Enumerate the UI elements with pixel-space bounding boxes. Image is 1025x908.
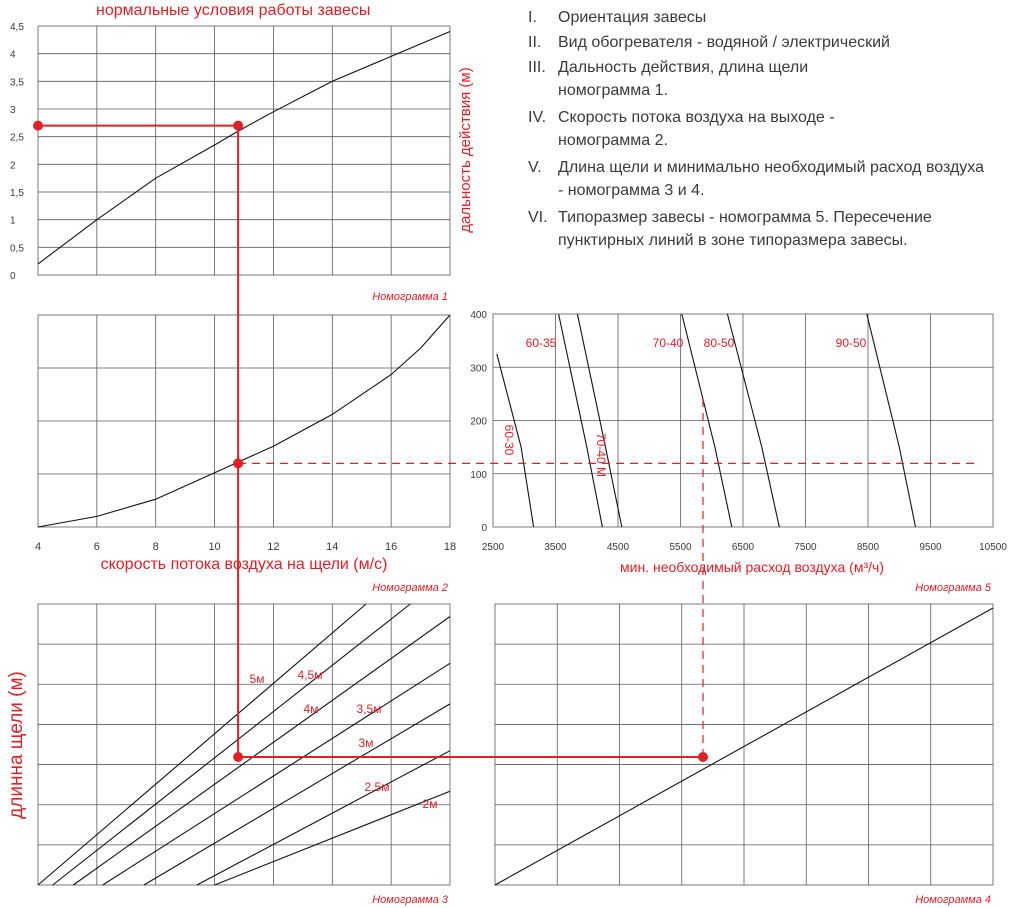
nomogram-3-curve-2м — [214, 790, 451, 886]
nomogram-5-x-axis-label: мин. необходимый расход воздуха (м³/ч) — [620, 559, 884, 575]
nomogram-5-x-tick-label: 10500 — [979, 542, 1007, 553]
nomogram-2-caption: Номограмма 2 — [372, 582, 448, 594]
step-number: VI. — [528, 209, 548, 226]
nomogram-1-y-tick-label: 4,5 — [10, 22, 24, 33]
nomogram-1-y-tick-label: 3 — [10, 105, 16, 116]
nomogram-5-curve-90-50 — [866, 313, 917, 528]
nomogram-5-y-tick-label: 400 — [470, 310, 487, 321]
nomogram-5-curve-60-35 — [558, 313, 603, 528]
nomogram-5-y-tick-label: 200 — [470, 417, 487, 428]
nomogram-1-curve — [37, 30, 451, 265]
step-number: V. — [528, 159, 542, 176]
nomogram-5-x-tick-label: 7500 — [794, 542, 817, 553]
nomogram-3-curve-2,5м — [196, 750, 451, 886]
nomogram-3-frame — [37, 603, 451, 886]
page-title: нормальные условия работы завесы — [96, 2, 371, 19]
nomogram-1-y-tick-label: 3,5 — [10, 77, 24, 88]
step-number: III. — [528, 59, 546, 76]
nomogram-1-y-tick-label: 2 — [10, 160, 16, 171]
instruction-step: V. Длина щели и минимально необходимый р… — [528, 156, 988, 202]
nomogram-3-curve-4,5м — [52, 603, 411, 886]
nomogram-5-y-tick-label: 0 — [481, 523, 487, 534]
nomogram-2-x-tick-label: 4 — [35, 541, 41, 553]
nomogram-3-curve-4м — [72, 616, 451, 886]
nomogram-5-x-tick-label: 6500 — [732, 542, 755, 553]
nomogram-4-curve — [494, 607, 994, 886]
instruction-step: VI. Типоразмер завесы - номограмма 5. Пе… — [528, 206, 998, 252]
nomogram-2-x-axis-label: скорость потока воздуха на щели (м/с) — [101, 556, 388, 573]
nomogram-3-caption: Номограмма 3 — [372, 894, 449, 906]
nomogram-1-y-tick-label: 0,5 — [10, 243, 24, 254]
instruction-step: IV. Скорость потока воздуха на выходе - … — [528, 106, 888, 152]
nomogram-5-x-tick-label: 8500 — [857, 542, 880, 553]
nomogram-5-curve-70-40 М — [576, 313, 623, 528]
nomogram-1-y-tick-label: 1 — [10, 216, 16, 227]
nomogram-3-curve-label: 3м — [359, 736, 374, 750]
solution-marker — [233, 751, 244, 762]
nomogram-1-y-axis-label: дальность действия (м) — [457, 67, 474, 232]
solution-marker — [233, 458, 244, 469]
nomogram-5-x-tick-label: 4500 — [607, 542, 630, 553]
nomogram-1-frame — [37, 25, 451, 276]
nomogram-2-x-tick-label: 12 — [267, 541, 279, 553]
nomogram-1-y-tick-label: 1,5 — [10, 188, 24, 199]
nomogram-5-curve-70-40 — [681, 313, 733, 528]
nomogram-2-x-tick-label: 16 — [385, 541, 397, 553]
nomogram-3-curve-label: 5м — [250, 672, 265, 686]
instruction-step: III. Дальность действия, длина щели номо… — [528, 56, 858, 102]
nomogram-1-y-tick-label: 4 — [10, 50, 16, 61]
nomogram-3-y-axis-label: длинна щели (м) — [6, 671, 27, 819]
nomogram-5-x-tick-label: 9500 — [919, 542, 942, 553]
nomogram-5-x-tick-label: 5500 — [669, 542, 692, 553]
step-text: Дальность действия, длина щели номограмм… — [558, 59, 809, 99]
solution-marker — [33, 120, 43, 131]
nomogram-5-y-tick-label: 100 — [470, 470, 487, 481]
nomogram-3-curve-3м — [143, 703, 451, 886]
nomogram-1-y-tick-label: 0 — [10, 271, 16, 282]
step-text: Скорость потока воздуха на выходе - номо… — [558, 109, 835, 149]
nomogram-5-curve-label: 90-50 — [836, 336, 867, 350]
nomogram-5-curve-60-30 — [496, 353, 535, 528]
nomogram-2-x-tick-label: 18 — [444, 541, 456, 553]
nomogram-2-x-tick-label: 10 — [208, 541, 220, 553]
nomogram-3-curve-label: 3,5м — [357, 702, 382, 716]
step-number: IV. — [528, 109, 547, 126]
nomogram-5-x-tick-label: 3500 — [544, 542, 567, 553]
nomogram-3-curve-label: 2,5м — [365, 780, 390, 794]
step-number: II. — [528, 34, 542, 51]
nomogram-2-x-tick-label: 14 — [326, 541, 338, 553]
instruction-list: I. Ориентация завесы II. Вид обогревател… — [528, 6, 998, 252]
nomogram-5-curve-label: 60-35 — [526, 336, 557, 350]
nomogram-2-curve — [37, 314, 451, 528]
nomogram-5-curve-label: 80-50 — [704, 336, 735, 350]
nomogram-1-caption: Номограмма 1 — [372, 291, 448, 303]
step-text: Ориентация завесы — [558, 9, 707, 26]
step-number: I. — [528, 9, 537, 26]
solution-marker — [233, 120, 244, 131]
nomogram-5-curve-80-50 — [726, 313, 780, 528]
nomogram-2-x-tick-label: 6 — [94, 541, 100, 553]
nomogram-3-curve-label: 4м — [304, 702, 319, 716]
solution-marker — [698, 751, 708, 762]
nomogram-5-curve-label: 60-30 — [502, 425, 516, 456]
step-text: Типоразмер завесы - номограмма 5. Пересе… — [558, 209, 932, 249]
instruction-step: I. Ориентация завесы — [528, 6, 988, 29]
step-text: Длина щели и минимально необходимый расх… — [558, 159, 985, 199]
step-text: Вид обогревателя - водяной / электрическ… — [558, 34, 890, 51]
nomogram-5-y-tick-label: 300 — [470, 363, 487, 374]
nomogram-3-curve-5м — [37, 603, 367, 886]
nomogram-5-x-tick-label: 2500 — [482, 542, 505, 553]
nomogram-3-curve-3,5м — [102, 662, 451, 886]
nomogram-5-curve-label: 70-40 М — [594, 433, 608, 477]
nomogram-4-caption: Номограмма 4 — [915, 894, 991, 906]
nomogram-5-curve-label: 70-40 — [653, 336, 684, 350]
nomogram-2-x-tick-label: 8 — [153, 541, 159, 553]
nomogram-3-curve-label: 4,5м — [298, 668, 323, 682]
instruction-step: II. Вид обогревателя - водяной / электри… — [528, 31, 988, 54]
nomogram-1-y-tick-label: 2,5 — [10, 133, 24, 144]
nomogram-3-curve-label: 2м — [423, 797, 438, 811]
nomogram-5-caption: Номограмма 5 — [915, 582, 992, 594]
